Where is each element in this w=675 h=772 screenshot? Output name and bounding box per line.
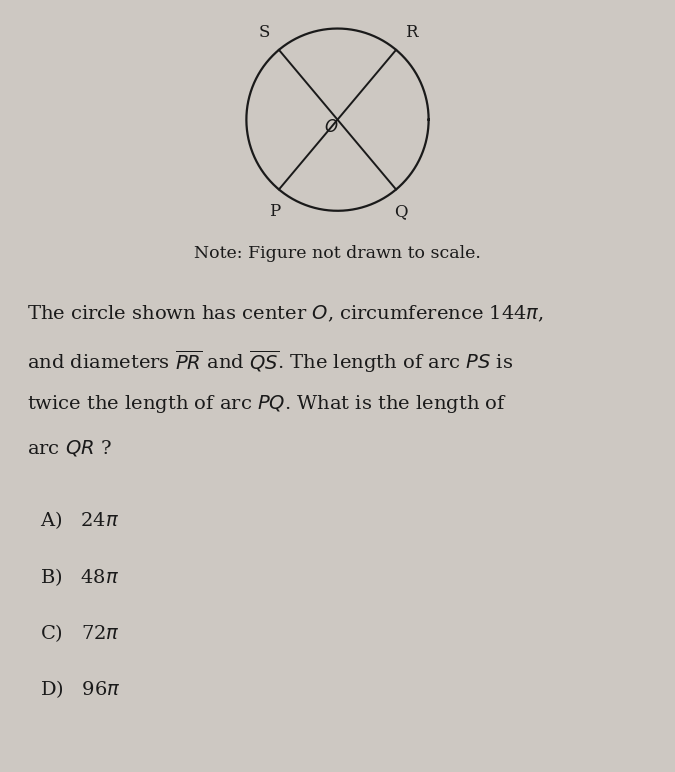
Text: A)   24$\pi$: A) 24$\pi$ [40, 510, 119, 531]
Text: B)   48$\pi$: B) 48$\pi$ [40, 566, 120, 587]
Text: Note: Figure not drawn to scale.: Note: Figure not drawn to scale. [194, 245, 481, 262]
Text: R: R [405, 25, 417, 42]
Text: $O$: $O$ [323, 119, 338, 136]
Text: The circle shown has center $O$, circumference 144$\pi$,: The circle shown has center $O$, circumf… [27, 303, 544, 323]
Text: and diameters $\overline{PR}$ and $\overline{QS}$. The length of arc $PS$ is: and diameters $\overline{PR}$ and $\over… [27, 348, 513, 375]
Text: D)   96$\pi$: D) 96$\pi$ [40, 679, 121, 700]
Text: Q: Q [394, 203, 407, 220]
Text: twice the length of arc $PQ$. What is the length of: twice the length of arc $PQ$. What is th… [27, 393, 507, 415]
Text: C)   72$\pi$: C) 72$\pi$ [40, 622, 120, 644]
Text: arc $QR$ ?: arc $QR$ ? [27, 438, 112, 458]
Text: P: P [269, 203, 280, 220]
Text: S: S [259, 25, 270, 42]
